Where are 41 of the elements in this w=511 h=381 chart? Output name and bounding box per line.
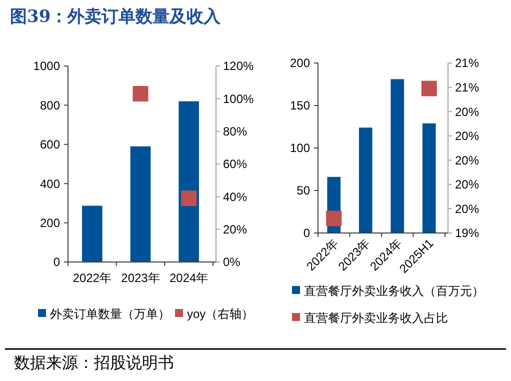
y2-tick-label: 40% [223, 190, 248, 204]
legend-label: 直营餐厅外卖业务收入占比 [304, 311, 448, 325]
bar [178, 101, 199, 262]
y2-tick-label: 19% [455, 226, 480, 240]
bar [82, 206, 102, 262]
x-tick-label: 2022年 [72, 271, 112, 285]
x-tick-label: 2023年 [121, 271, 160, 285]
y-tick-label: 100 [290, 141, 310, 156]
y2-tick-label: 20% [455, 104, 480, 119]
y2-tick-label: 80% [223, 124, 248, 139]
y2-tick-label: 20% [455, 129, 480, 144]
y-tick-label: 150 [290, 98, 310, 113]
y2-tick-label: 60% [223, 157, 248, 172]
chart-title: 图39：外卖订单数量及收入 [10, 7, 222, 27]
legend-label: 外卖订单数量（万单） [50, 307, 170, 321]
y-tick-label: 1000 [33, 59, 60, 74]
y-tick-label: 400 [40, 176, 60, 191]
y2-tick-label: 20% [223, 222, 248, 237]
y-tick-label: 50 [296, 184, 310, 198]
source-note: 数据来源：招股说明书 [14, 353, 174, 372]
bar [390, 79, 404, 233]
y-tick-label: 0 [53, 255, 60, 270]
y-tick-label: 0 [303, 226, 310, 240]
bar [422, 123, 436, 233]
y2-tick-label: 20% [455, 153, 480, 168]
y-tick-label: 200 [290, 56, 310, 70]
y-tick-label: 800 [40, 98, 60, 112]
bar [358, 128, 372, 233]
x-tick-label: 2024年 [169, 271, 208, 285]
y2-tick-label: 120% [223, 59, 254, 74]
y2-tick-label: 20% [455, 178, 480, 192]
y2-tick-label: 0% [223, 255, 241, 270]
legend-label: yoy（右轴） [187, 307, 254, 321]
legend-label: 直营餐厅外卖业务收入（百万元） [304, 284, 484, 298]
y2-tick-label: 20% [455, 202, 480, 216]
y-tick-label: 200 [40, 216, 60, 230]
y2-tick-label: 100% [223, 92, 254, 106]
y-tick-label: 600 [40, 138, 60, 152]
y2-tick-label: 21% [455, 80, 480, 94]
bar [130, 146, 151, 262]
y2-tick-label: 21% [455, 56, 480, 70]
